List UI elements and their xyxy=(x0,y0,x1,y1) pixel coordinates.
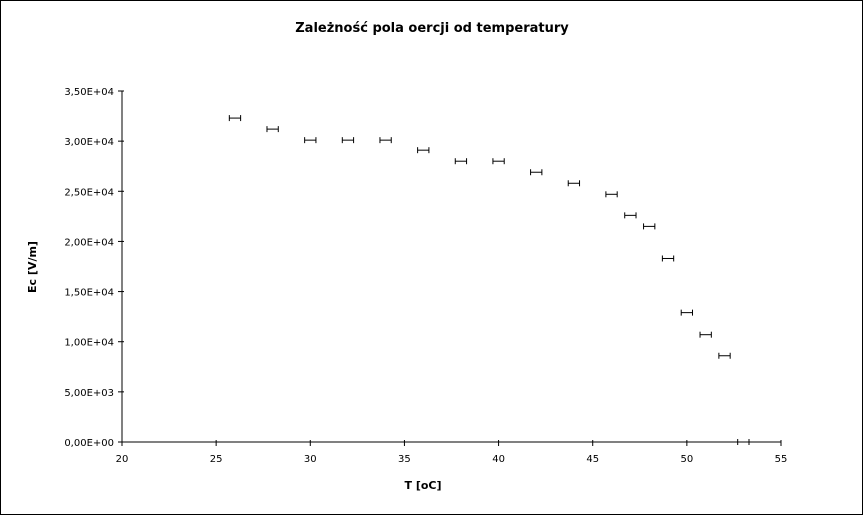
y-tick-label: 3,50E+04 xyxy=(64,87,114,98)
x-tick-label: 25 xyxy=(210,454,223,465)
x-tick-label: 50 xyxy=(680,454,693,465)
data-point xyxy=(737,439,750,445)
y-axis-label: Ec [V/m] xyxy=(26,241,39,293)
data-point xyxy=(567,180,581,187)
data-point xyxy=(530,169,543,176)
y-tick-label: 5,00E+03 xyxy=(64,388,114,399)
data-points xyxy=(228,115,750,445)
data-point xyxy=(605,191,618,198)
y-tick-label: 0,00E+00 xyxy=(64,438,114,449)
x-axis-label: T [oC] xyxy=(404,479,441,492)
y-tick-label: 2,50E+04 xyxy=(64,187,114,198)
data-point xyxy=(718,352,731,359)
data-point xyxy=(699,331,712,338)
x-tick-label: 45 xyxy=(586,454,599,465)
data-point xyxy=(228,115,242,122)
data-point xyxy=(266,126,279,133)
data-point xyxy=(661,255,675,262)
axis-ticks: 20 25 30 35 40 45 50 55 0,00E+00 5,00E+03 1,00E+04… xyxy=(64,87,787,465)
y-tick-label: 3,00E+04 xyxy=(64,137,114,148)
data-point xyxy=(680,309,694,316)
axes xyxy=(121,91,781,443)
data-point xyxy=(304,137,317,144)
x-tick-label: 40 xyxy=(492,454,505,465)
data-point xyxy=(379,137,392,144)
data-point xyxy=(454,158,468,165)
data-point xyxy=(643,223,656,230)
data-point xyxy=(417,147,430,154)
chart-title: Zależność pola oercji od temperatury xyxy=(295,21,569,36)
data-point xyxy=(341,137,355,144)
x-tick-label: 35 xyxy=(398,454,411,465)
data-point xyxy=(492,158,505,165)
y-tick-label: 1,50E+04 xyxy=(64,288,114,299)
x-tick-label: 20 xyxy=(116,454,129,465)
data-point xyxy=(624,212,637,219)
y-tick-label: 1,00E+04 xyxy=(64,338,114,349)
x-tick-label: 55 xyxy=(775,454,788,465)
x-tick-label: 30 xyxy=(304,454,317,465)
y-tick-label: 2,00E+04 xyxy=(64,237,114,248)
